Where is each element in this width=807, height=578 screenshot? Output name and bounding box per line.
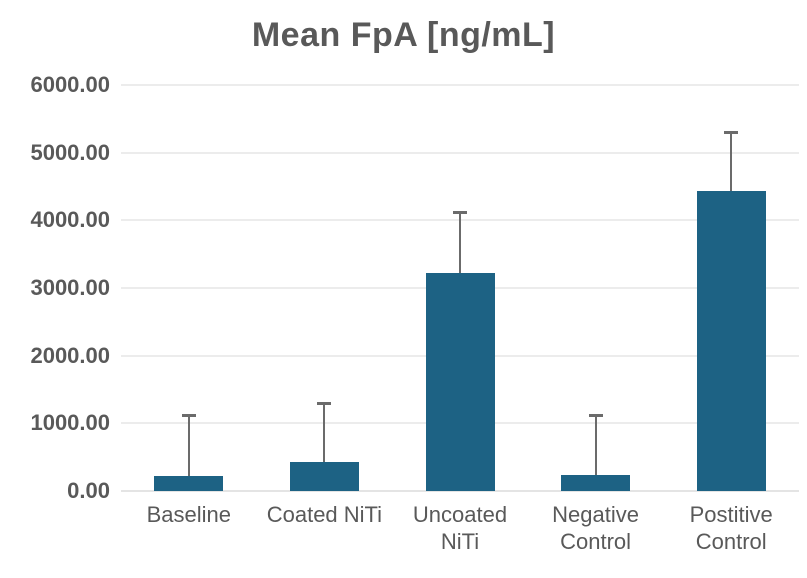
x-axis-line — [121, 490, 799, 492]
y-axis-tick-label: 1000.00 — [30, 410, 110, 436]
error-bar-line — [730, 132, 733, 192]
error-bar-line — [187, 414, 190, 477]
chart-title: Mean FpA [ng/mL] — [251, 16, 556, 54]
x-axis-label-postitive-control: Postitive Control — [689, 502, 773, 554]
bar-negative-control — [561, 474, 631, 491]
x-axis-label-baseline: Baseline — [146, 502, 231, 527]
error-bar-cap — [317, 402, 332, 406]
error-bar-line — [323, 403, 326, 462]
plot-area — [121, 84, 799, 492]
gridline — [121, 151, 799, 154]
y-axis-tick-label: 6000.00 — [30, 72, 110, 97]
bar-baseline — [154, 476, 224, 491]
bar-postitive-control — [696, 191, 766, 491]
error-bar-cap — [181, 413, 196, 417]
gridline — [121, 84, 799, 86]
error-bar-cap — [453, 211, 467, 215]
error-bar-line — [459, 212, 461, 274]
y-axis-tick-label: 5000.00 — [30, 139, 110, 165]
x-axis-label-coated-niti: Coated NiTi — [266, 502, 383, 527]
y-axis-tick-label: 0.00 — [67, 478, 110, 503]
bar-uncoated-niti — [425, 273, 495, 491]
error-bar-cap — [724, 131, 739, 135]
x-axis-label-negative-control: Negative Control — [552, 502, 640, 554]
y-axis-tick-label: 3000.00 — [30, 275, 110, 300]
y-axis-tick-label: 4000.00 — [30, 207, 110, 233]
error-bar-cap — [588, 413, 603, 417]
x-axis-label-uncoated-niti: Uncoated NiTi — [412, 502, 508, 554]
error-bar-line — [594, 414, 597, 475]
y-axis-tick-label: 2000.00 — [30, 342, 110, 368]
bar-coated-niti — [289, 461, 359, 491]
